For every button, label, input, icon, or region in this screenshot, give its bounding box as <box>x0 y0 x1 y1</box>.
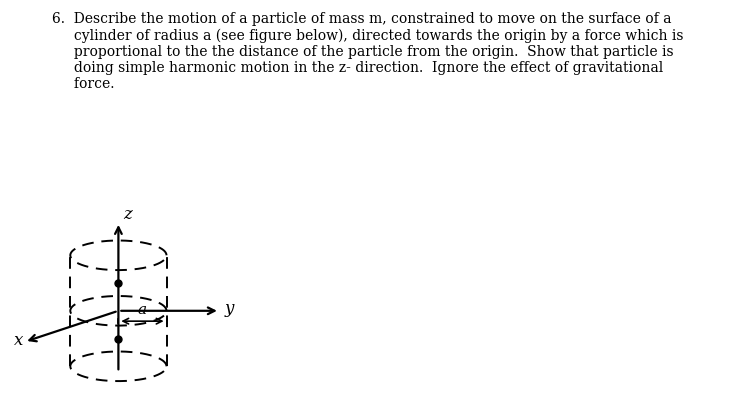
Text: 6.  Describe the motion of a particle of mass m, constrained to move on the surf: 6. Describe the motion of a particle of … <box>52 12 683 92</box>
Text: z: z <box>123 206 132 223</box>
Text: x: x <box>14 332 24 349</box>
Text: y: y <box>225 300 235 317</box>
Text: a: a <box>138 303 147 318</box>
